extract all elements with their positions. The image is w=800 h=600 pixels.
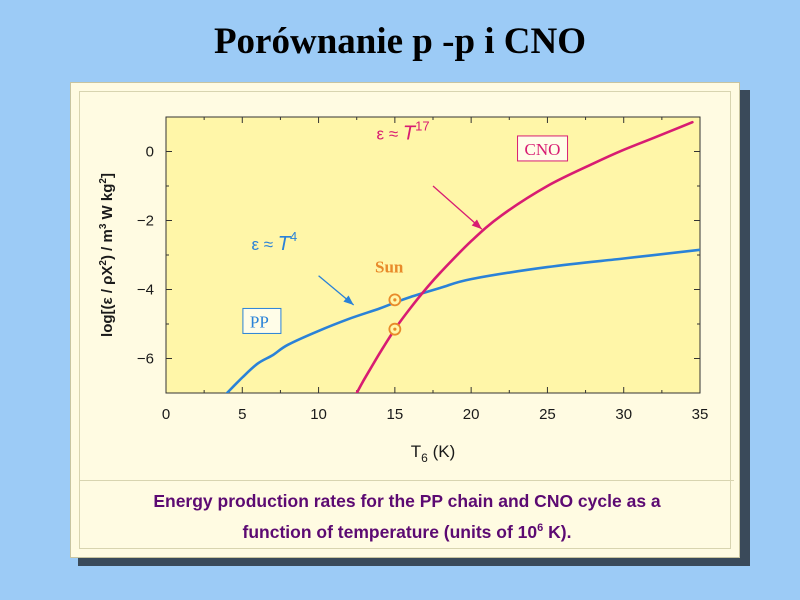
caption-line-2: function of temperature (units of 106 K)…	[82, 517, 732, 548]
cno-arrow-head	[471, 219, 482, 230]
cno-arrow-shaft	[432, 185, 483, 230]
caption-exponent: 6	[537, 522, 544, 535]
pp-formula: ε ≈ T4	[251, 229, 297, 255]
caption-divider	[80, 480, 734, 481]
slide-title: Porównanie p -p i CNO	[213, 21, 587, 62]
cno-label-box	[517, 135, 569, 162]
y-axis-label: log[(ε / ρX2) / m3 W kg2]	[98, 173, 116, 337]
y-tick-label: 0	[146, 144, 154, 161]
series-line-cno	[355, 120, 694, 393]
plot-area	[166, 117, 700, 393]
caption-line-2-end: K).	[543, 522, 572, 542]
y-tick-label: −6	[137, 351, 154, 368]
sun-marker-pp-dot	[393, 298, 397, 302]
y-tick-label: −2	[137, 213, 154, 230]
x-tick-label: 5	[238, 406, 246, 423]
y-tick-label: −4	[137, 282, 154, 299]
x-tick-label: 20	[463, 406, 480, 423]
x-tick-label: 25	[539, 406, 556, 423]
x-tick-label: 10	[310, 406, 327, 423]
caption-line-1: Energy production rates for the PP chain…	[153, 491, 661, 511]
caption-line-2-text: function of temperature (units of 10	[242, 522, 538, 542]
figure-card-border	[79, 91, 731, 549]
sun-label: Sun	[375, 257, 404, 276]
cno-label: CNO	[525, 140, 561, 159]
cno-formula: ε ≈ T17	[377, 118, 430, 144]
x-axis-label: T6 (K)	[411, 442, 455, 465]
pp-arrow-head	[343, 295, 354, 306]
x-tick-label: 15	[387, 406, 404, 423]
pp-label-box	[242, 307, 282, 334]
x-tick-label: 0	[162, 406, 170, 423]
figure-caption: Energy production rates for the PP chain…	[82, 486, 732, 548]
pp-label: PP	[250, 312, 269, 331]
sun-marker-cno-dot	[393, 327, 397, 331]
series-line-pp	[225, 248, 700, 393]
x-tick-label: 35	[692, 406, 709, 423]
x-tick-label: 30	[615, 406, 632, 423]
